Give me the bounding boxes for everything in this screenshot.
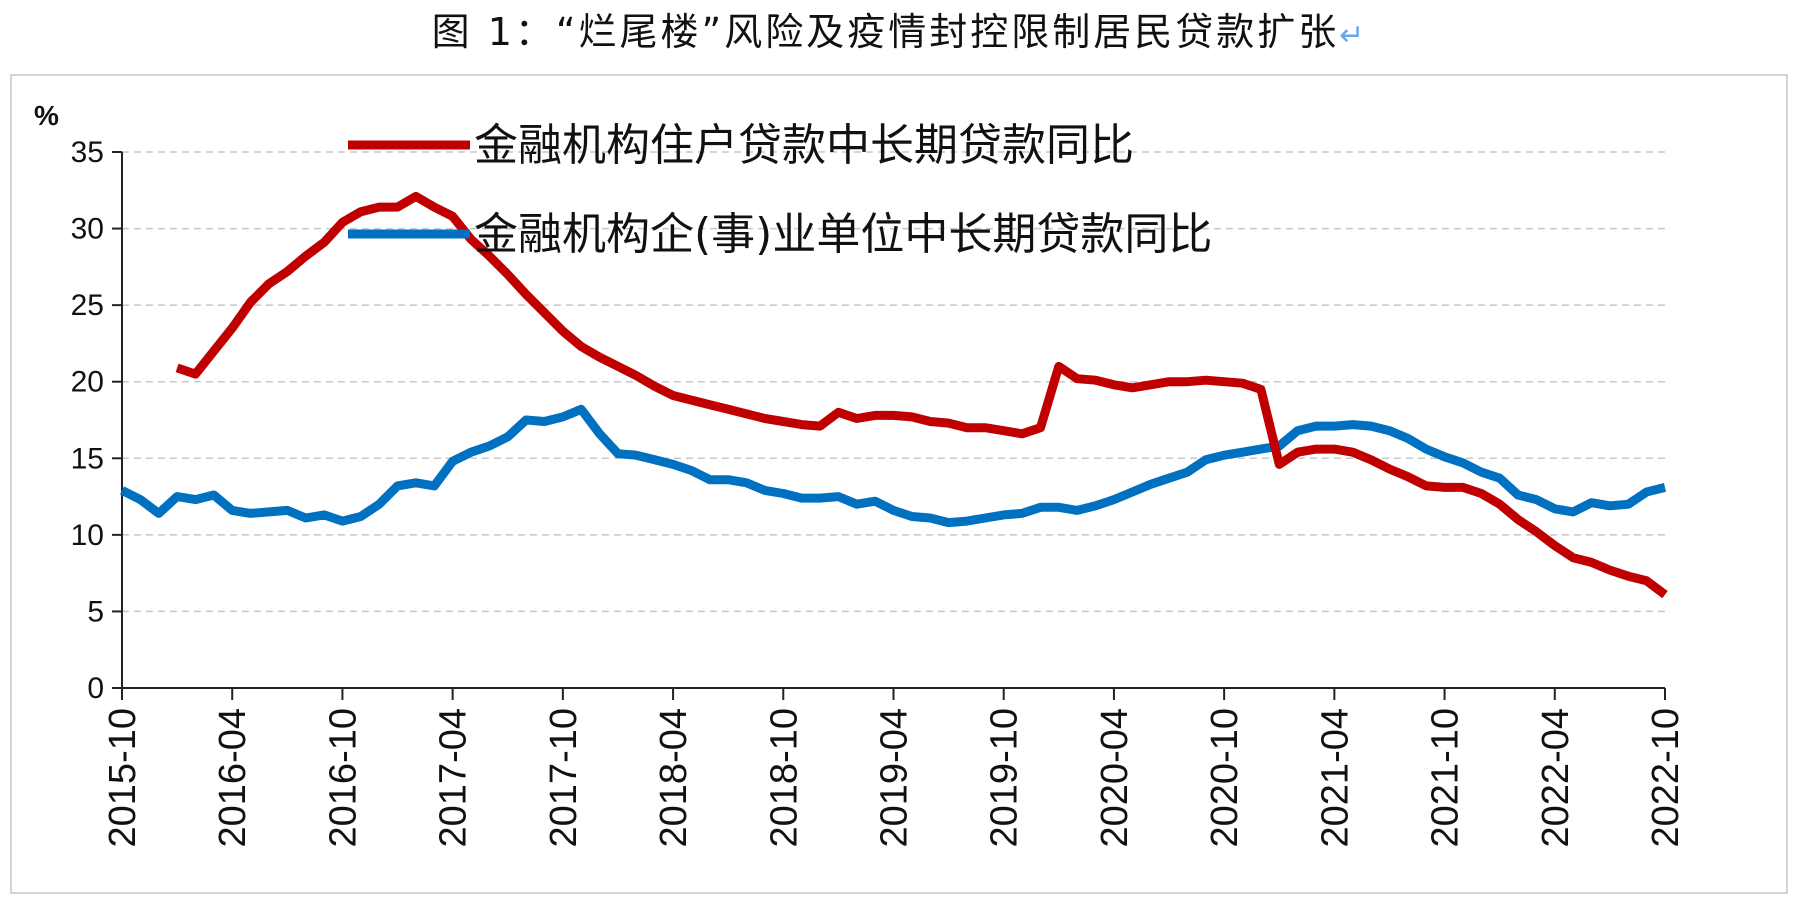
- series-line: [175, 191, 1668, 599]
- y-tick-label: 35: [71, 136, 104, 169]
- y-tick-label: 20: [71, 366, 104, 399]
- chart-frame: [10, 74, 1788, 894]
- series-line: [119, 404, 1667, 528]
- legend-label: 金融机构住户贷款中长期贷款同比: [474, 120, 1134, 171]
- y-tick-label: 5: [87, 595, 104, 628]
- chart-title-text: 图 1：“烂尾楼”风险及疫情封控限制居民贷款扩张: [431, 10, 1340, 54]
- x-tick-label: 2015-10: [102, 708, 144, 847]
- y-tick-label: 0: [87, 672, 104, 705]
- series-lines: [119, 191, 1668, 599]
- x-tick-label: 2017-04: [433, 708, 475, 847]
- x-tick-label: 2021-04: [1314, 708, 1356, 847]
- x-tick-label: 2019-10: [984, 708, 1026, 847]
- y-tick-label: 10: [71, 519, 104, 552]
- grid-lines: [122, 151, 1665, 613]
- x-tick-label: 2021-10: [1425, 708, 1467, 847]
- chart-title: 图 1：“烂尾楼”风险及疫情封控限制居民贷款扩张↵: [0, 4, 1796, 60]
- x-tick-label: 2018-10: [763, 708, 805, 847]
- x-tick-label: 2020-04: [1094, 708, 1136, 847]
- x-tick-label: 2016-04: [212, 708, 254, 847]
- y-axis-unit-label: %: [34, 100, 59, 131]
- y-tick-label: 30: [71, 213, 104, 246]
- x-tick-label: 2018-04: [653, 708, 695, 847]
- y-tick-label: 15: [71, 442, 104, 475]
- x-tick-label: 2016-10: [322, 708, 364, 847]
- y-tick-label: 25: [71, 289, 104, 322]
- return-mark-icon: ↵: [1339, 18, 1365, 53]
- legend-label: 金融机构企(事)业单位中长期贷款同比: [474, 209, 1212, 260]
- x-tick-label: 2017-10: [543, 708, 585, 847]
- x-tick-label: 2020-10: [1204, 708, 1246, 847]
- x-tick-label: 2022-04: [1535, 708, 1577, 847]
- x-tick-label: 2019-04: [874, 708, 916, 847]
- y-axis-ticks: 0 5 10 15 20 25 30 35: [71, 136, 122, 705]
- x-axis-ticks: 2015-10 2016-04 2016-10 2017-04 2017-10 2018-…: [102, 688, 1687, 847]
- axes: %: [34, 100, 1665, 689]
- x-tick-label: 2022-10: [1645, 708, 1687, 847]
